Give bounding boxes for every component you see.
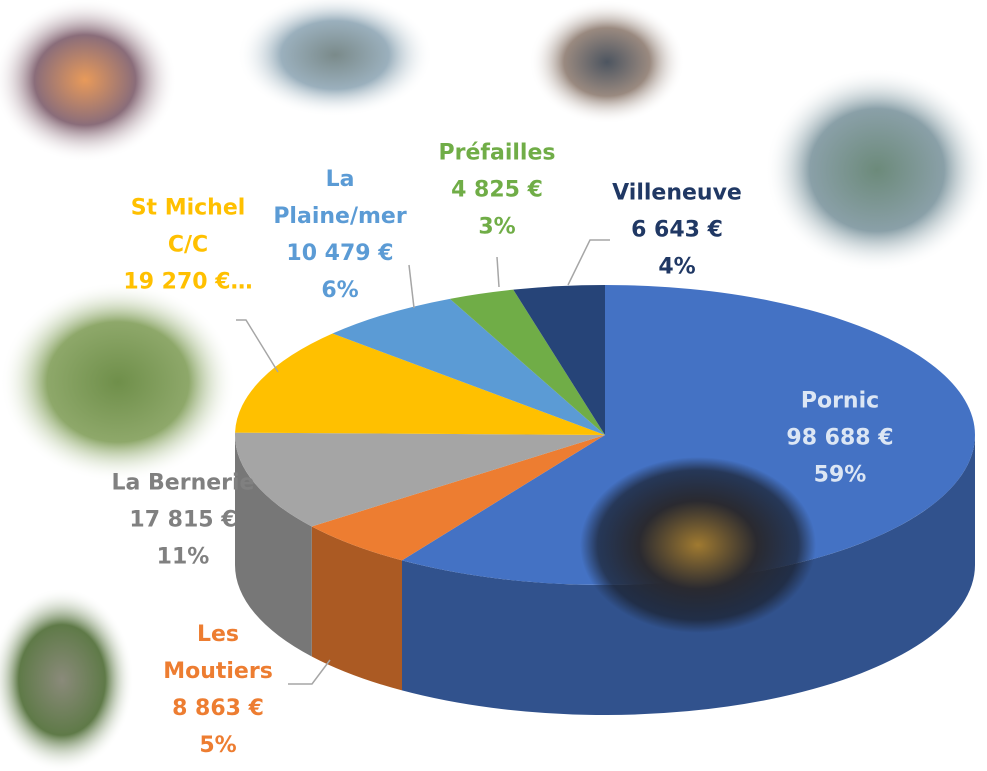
- category-name: La Plaine/mer: [260, 161, 420, 235]
- leader-line: [288, 660, 330, 684]
- percent-label: 59%: [755, 457, 925, 494]
- photo: [0, 0, 177, 162]
- leader-line: [497, 257, 499, 287]
- value-label: 17 815 €: [93, 502, 273, 539]
- photo: [0, 588, 134, 771]
- percent-label: 6%: [260, 272, 420, 309]
- value-label: 8 863 €: [148, 690, 288, 727]
- category-name: La Bernerie: [93, 465, 273, 502]
- photo: [237, 0, 433, 117]
- percent-label: 3%: [412, 209, 582, 246]
- percent-label: 4%: [592, 249, 762, 286]
- value-label: 6 643 €: [592, 212, 762, 249]
- chart: Pornic98 688 €59% Les Moutiers8 863 €5% La…: [0, 0, 987, 771]
- photo: [0, 282, 236, 482]
- category-name: Pornic: [755, 383, 925, 420]
- category-name: St Michel C/C: [113, 190, 263, 264]
- photo: [765, 68, 987, 272]
- value-label: 4 825 €: [412, 172, 582, 209]
- category-name: Les Moutiers: [148, 616, 288, 690]
- percent-label: 11%: [93, 539, 273, 576]
- leader-line: [236, 320, 278, 372]
- category-name: Préfailles: [412, 135, 582, 172]
- category-name: Villeneuve: [592, 175, 762, 212]
- photo: [529, 0, 685, 124]
- percent-label: 5%: [148, 727, 288, 764]
- value-label: 98 688 €: [755, 420, 925, 457]
- value-label: 19 270 €…: [113, 264, 263, 301]
- value-label: 10 479 €: [260, 235, 420, 272]
